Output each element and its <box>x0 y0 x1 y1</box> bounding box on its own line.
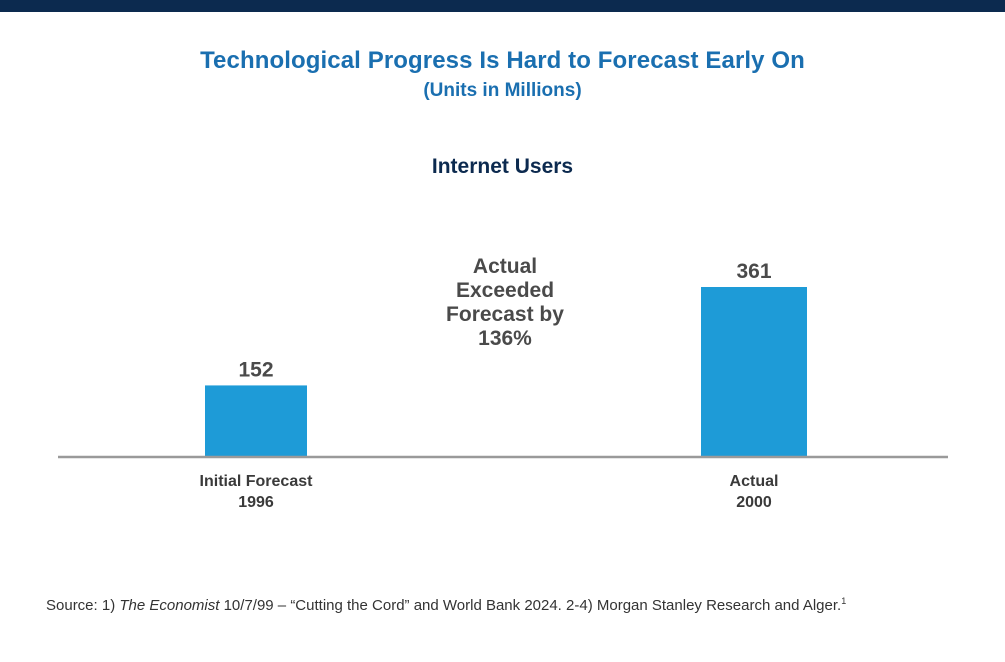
source-footnote-marker: 1 <box>841 596 847 606</box>
source-details: 10/7/99 – “Cutting the Cord” and World B… <box>219 597 842 614</box>
bar-value-label-1: 152 <box>238 358 273 381</box>
top-banner-bar <box>0 0 1005 12</box>
page-subtitle: (Units in Millions) <box>423 80 582 101</box>
source-publication: The Economist <box>119 597 220 614</box>
page-title: Technological Progress Is Hard to Foreca… <box>200 47 805 74</box>
category-year-label-2: 2000 <box>736 494 772 511</box>
chart-annotation: Actual Exceeded Forecast by 136% <box>405 255 605 351</box>
bar-1 <box>205 385 307 457</box>
category-year-label-1: 1996 <box>238 494 274 511</box>
annotation-line-2: Exceeded <box>455 279 555 302</box>
source-prefix: Source: 1) <box>46 597 120 614</box>
annotation-line-3: Forecast by <box>446 303 564 326</box>
chart-title: Internet Users <box>431 155 574 178</box>
bar-2 <box>701 287 807 457</box>
bar-value-label-2: 361 <box>736 260 771 283</box>
category-label-2: Actual <box>730 473 779 490</box>
source-note: Source: 1) The Economist 10/7/99 – “Cutt… <box>46 596 986 615</box>
annotation-line-1: Actual <box>472 255 538 278</box>
annotation-line-4: 136% <box>478 327 532 350</box>
category-label-1: Initial Forecast <box>200 473 314 490</box>
